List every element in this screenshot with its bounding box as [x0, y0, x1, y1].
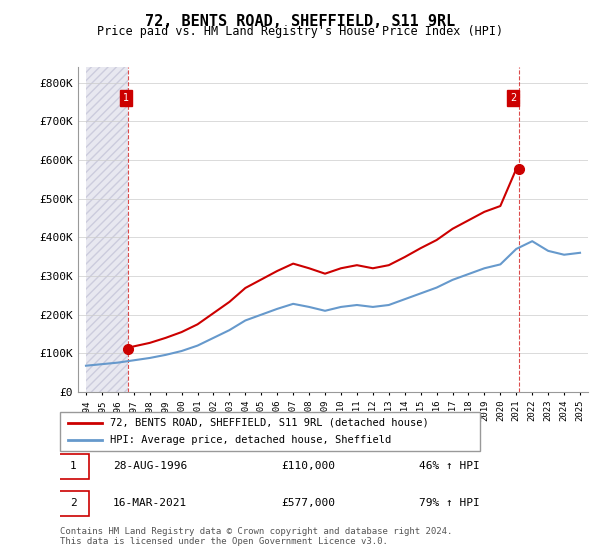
- FancyBboxPatch shape: [60, 412, 480, 451]
- Text: 28-AUG-1996: 28-AUG-1996: [113, 461, 187, 471]
- Text: 79% ↑ HPI: 79% ↑ HPI: [419, 498, 480, 508]
- Text: 16-MAR-2021: 16-MAR-2021: [113, 498, 187, 508]
- Text: 72, BENTS ROAD, SHEFFIELD, S11 9RL (detached house): 72, BENTS ROAD, SHEFFIELD, S11 9RL (deta…: [110, 418, 429, 428]
- Text: 72, BENTS ROAD, SHEFFIELD, S11 9RL: 72, BENTS ROAD, SHEFFIELD, S11 9RL: [145, 14, 455, 29]
- Text: 1: 1: [70, 461, 77, 471]
- FancyBboxPatch shape: [58, 491, 89, 516]
- Text: Price paid vs. HM Land Registry's House Price Index (HPI): Price paid vs. HM Land Registry's House …: [97, 25, 503, 38]
- Text: 2: 2: [70, 498, 77, 508]
- Text: £110,000: £110,000: [282, 461, 336, 471]
- Text: 1: 1: [123, 93, 129, 103]
- Text: HPI: Average price, detached house, Sheffield: HPI: Average price, detached house, Shef…: [110, 435, 392, 445]
- Text: 46% ↑ HPI: 46% ↑ HPI: [419, 461, 480, 471]
- Text: £577,000: £577,000: [282, 498, 336, 508]
- Bar: [86, 67, 128, 392]
- Text: 2: 2: [510, 93, 516, 103]
- Text: Contains HM Land Registry data © Crown copyright and database right 2024.
This d: Contains HM Land Registry data © Crown c…: [60, 526, 452, 546]
- FancyBboxPatch shape: [58, 454, 89, 479]
